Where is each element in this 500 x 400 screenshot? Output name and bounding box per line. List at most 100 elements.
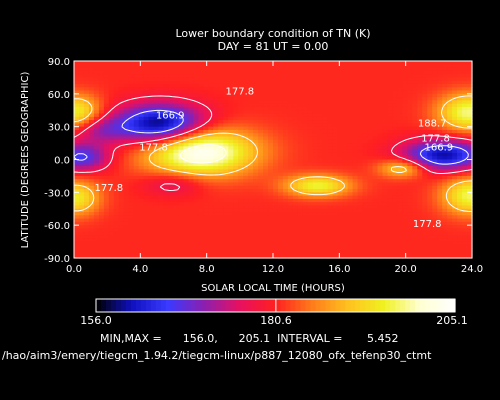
heatmap-cell	[417, 175, 423, 180]
heatmap-cell	[312, 248, 319, 253]
heatmap-cell	[407, 83, 413, 88]
heatmap-cell	[312, 218, 319, 223]
heatmap-cell	[422, 231, 428, 236]
heatmap-cell	[258, 93, 264, 98]
heatmap-cell	[233, 129, 239, 134]
heatmap-cell	[223, 235, 229, 239]
heatmap-cell	[312, 90, 319, 95]
heatmap-cell	[178, 113, 185, 118]
heatmap-cell	[432, 162, 438, 167]
heatmap-cell	[233, 106, 239, 111]
heatmap-cell	[253, 110, 259, 115]
heatmap-cell	[83, 205, 90, 210]
heatmap-cell	[427, 221, 433, 226]
heatmap-cell	[128, 67, 135, 72]
heatmap-cell	[397, 189, 403, 193]
heatmap-cell	[337, 244, 344, 249]
heatmap-cell	[93, 80, 100, 85]
heatmap-cell	[317, 248, 324, 253]
heatmap-cell	[287, 139, 294, 144]
heatmap-cell	[407, 67, 413, 72]
heatmap-cell	[432, 175, 438, 180]
heatmap-cell	[467, 231, 473, 236]
heatmap-cell	[327, 251, 334, 256]
heatmap-cell	[233, 218, 239, 223]
heatmap-cell	[168, 195, 175, 200]
x-tick-label: 16.0	[328, 264, 350, 275]
heatmap-cell	[203, 129, 209, 134]
heatmap-cell	[123, 195, 130, 200]
heatmap-cell	[427, 248, 433, 253]
heatmap-cell	[193, 202, 199, 207]
heatmap-cell	[297, 80, 304, 85]
heatmap-cell	[447, 133, 453, 138]
heatmap-cell	[447, 80, 453, 85]
heatmap-cell	[327, 248, 334, 253]
heatmap-cell	[148, 254, 155, 259]
heatmap-cell	[397, 64, 403, 69]
heatmap-cell	[357, 235, 364, 239]
heatmap-cell	[432, 182, 438, 187]
heatmap-cell	[143, 195, 150, 200]
heatmap-cell	[422, 195, 428, 200]
heatmap-cell	[268, 77, 274, 82]
heatmap-cell	[163, 244, 170, 249]
heatmap-cell	[347, 67, 354, 72]
heatmap-cell	[123, 152, 130, 157]
heatmap-cell	[78, 146, 85, 151]
contour-lines	[73, 95, 473, 212]
heatmap-cell	[253, 218, 259, 223]
heatmap-cell	[243, 225, 249, 230]
heatmap-cell	[188, 218, 194, 223]
heatmap-cell	[153, 228, 160, 233]
heatmap-cell	[317, 64, 324, 69]
heatmap-cell	[302, 64, 309, 69]
heatmap-cell	[332, 77, 339, 82]
heatmap-cell	[243, 221, 249, 226]
heatmap-cell	[412, 169, 418, 174]
heatmap-cell	[108, 231, 115, 236]
heatmap-cell	[342, 136, 349, 141]
heatmap-cell	[213, 100, 219, 105]
heatmap-cell	[273, 146, 279, 151]
heatmap-cell	[432, 238, 438, 243]
heatmap-cell	[292, 166, 299, 170]
heatmap-cell	[312, 172, 319, 177]
heatmap-cell	[357, 212, 364, 216]
heatmap-cell	[382, 110, 389, 115]
heatmap-cell	[238, 195, 244, 200]
heatmap-cell	[108, 83, 115, 88]
heatmap-cell	[382, 64, 389, 69]
heatmap-cell	[327, 244, 334, 249]
heatmap-cell	[302, 156, 309, 161]
heatmap-cell	[397, 205, 403, 210]
heatmap-cell	[253, 87, 259, 92]
heatmap-cell	[397, 251, 403, 256]
heatmap-cell	[183, 61, 190, 65]
heatmap-cell	[143, 133, 150, 138]
heatmap-cell	[158, 215, 165, 220]
heatmap-cell	[178, 228, 185, 233]
colorbar-cell	[260, 299, 267, 312]
heatmap-cell	[357, 113, 364, 118]
heatmap-cell	[243, 93, 249, 98]
heatmap-cell	[422, 97, 428, 101]
heatmap-cell	[98, 212, 105, 216]
heatmap-cell	[407, 77, 413, 82]
heatmap-cell	[228, 212, 234, 216]
heatmap-cell	[143, 241, 150, 246]
heatmap-cell	[78, 248, 85, 253]
heatmap-cell	[258, 218, 264, 223]
heatmap-cell	[427, 215, 433, 220]
colorbar-cell	[225, 299, 232, 312]
heatmap-cell	[432, 179, 438, 184]
heatmap-cell	[78, 120, 85, 124]
heatmap-cell	[342, 221, 349, 226]
heatmap-cell	[342, 244, 349, 249]
heatmap-cell	[427, 123, 433, 128]
heatmap-cell	[452, 67, 458, 72]
heatmap-cell	[208, 97, 214, 101]
heatmap-cell	[337, 238, 344, 243]
heatmap-cell	[168, 225, 175, 230]
heatmap-cell	[88, 254, 95, 259]
